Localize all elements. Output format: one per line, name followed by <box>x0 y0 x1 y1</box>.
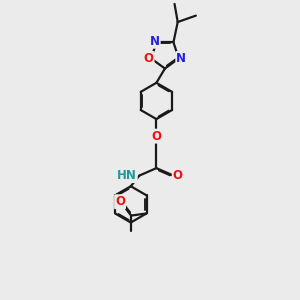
Text: HN: HN <box>117 169 137 182</box>
Text: O: O <box>144 52 154 65</box>
Text: O: O <box>152 130 161 142</box>
Text: O: O <box>115 195 125 208</box>
Text: N: N <box>150 35 160 48</box>
Text: N: N <box>176 52 186 65</box>
Text: O: O <box>173 169 183 182</box>
